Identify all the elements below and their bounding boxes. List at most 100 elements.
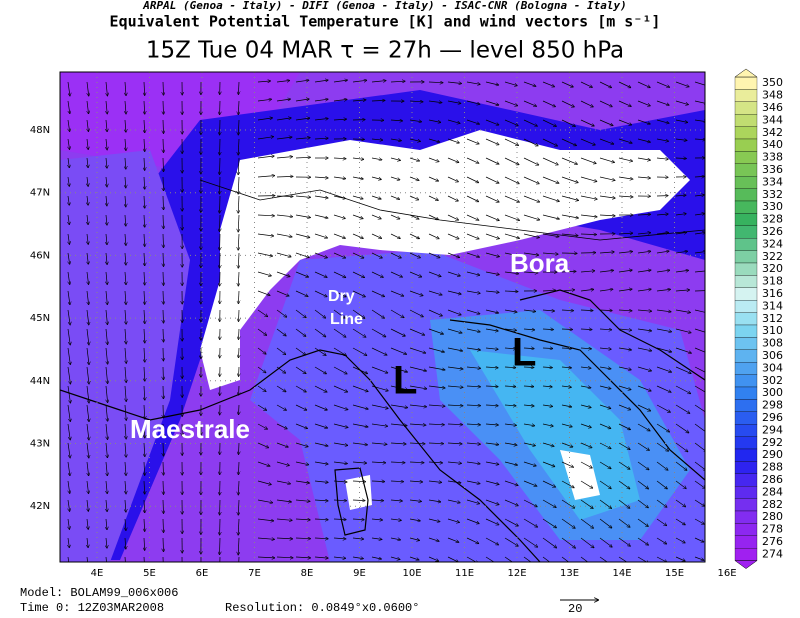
wind-vector xyxy=(561,138,576,146)
wind-vector xyxy=(125,119,126,132)
wind-vector xyxy=(523,176,539,184)
wind-vector xyxy=(333,442,348,445)
wind-vector xyxy=(67,81,70,96)
colorbar-swatch xyxy=(734,163,758,177)
wind-vector xyxy=(694,385,705,393)
wind-vector xyxy=(485,119,499,125)
wind-vector xyxy=(542,537,556,548)
wind-vector xyxy=(599,289,613,292)
wind-vector xyxy=(144,442,145,456)
wind-vector xyxy=(580,271,595,272)
colorbar-swatch xyxy=(734,386,758,400)
colorbar-label: 330 xyxy=(762,200,783,213)
wind-vector xyxy=(125,309,126,324)
wind-vector xyxy=(694,423,705,433)
wind-vector xyxy=(485,195,499,202)
wind-vector xyxy=(257,423,267,429)
wind-vector xyxy=(106,518,107,530)
wind-vector xyxy=(428,518,440,522)
wind-vector xyxy=(428,499,441,502)
wind-vector xyxy=(276,557,293,558)
wind-vector xyxy=(106,385,108,402)
colorbar-swatch xyxy=(734,188,758,202)
colorbar-swatch xyxy=(734,225,758,239)
wind-vector xyxy=(428,328,443,334)
wind-vector xyxy=(390,366,407,372)
wind-vector xyxy=(314,138,328,139)
wind-vector xyxy=(485,518,499,525)
wind-vector xyxy=(125,518,126,530)
colorbar-swatch xyxy=(734,238,758,251)
wind-vector xyxy=(106,347,108,364)
wind-vector xyxy=(144,480,145,494)
wind-vector xyxy=(428,233,439,239)
wind-vector xyxy=(447,157,459,162)
wind-vector xyxy=(675,366,691,373)
wind-vector xyxy=(276,461,289,465)
wind-vector xyxy=(561,442,573,447)
wind-vector xyxy=(314,442,328,446)
wind-vector xyxy=(542,499,556,507)
wind-vector xyxy=(675,556,685,561)
wind-vector xyxy=(276,176,293,177)
wind-vector xyxy=(314,347,326,355)
wind-vector xyxy=(447,214,458,220)
wind-vector xyxy=(599,310,612,311)
wind-vector xyxy=(144,252,145,266)
wind-vector xyxy=(352,271,364,277)
wind-vector xyxy=(68,499,70,511)
wind-vector xyxy=(276,137,292,140)
wind-vector xyxy=(125,366,126,382)
wind-vector xyxy=(371,328,386,337)
wind-vector xyxy=(295,80,309,83)
wind-vector xyxy=(447,518,459,522)
valid-time: 15Z Tue 04 MAR τ = 27h — level 850 hPa xyxy=(146,38,624,64)
wind-vector xyxy=(257,557,275,558)
wind-vector xyxy=(295,214,310,218)
wind-vector xyxy=(542,329,553,330)
wind-vector xyxy=(618,119,631,125)
wind-vector xyxy=(371,366,388,373)
wind-vector xyxy=(125,499,126,512)
wind-vector xyxy=(352,519,364,520)
wind-vector xyxy=(675,270,688,272)
wind-vector xyxy=(656,251,669,253)
wind-vector xyxy=(125,176,126,188)
wind-vector xyxy=(371,100,385,101)
wind-vector xyxy=(86,404,89,421)
wind-vector xyxy=(675,499,685,507)
wind-vector xyxy=(144,404,145,419)
wind-vector xyxy=(466,461,480,464)
wind-vector xyxy=(276,404,286,410)
wind-vector xyxy=(238,119,239,135)
wind-vector xyxy=(542,386,552,387)
wind-vector xyxy=(447,386,463,387)
wind-vector xyxy=(466,499,479,504)
wind-vector xyxy=(409,385,427,389)
wind-vector xyxy=(87,176,88,186)
wind-vector xyxy=(618,289,632,292)
lon-tick-label: 16E xyxy=(717,568,736,579)
wind-vector xyxy=(447,462,461,463)
dry-line-label: Line xyxy=(330,311,363,328)
wind-vector xyxy=(352,347,367,355)
wind-vector xyxy=(87,157,88,168)
wind-vector xyxy=(333,385,347,392)
wind-vector xyxy=(542,157,558,165)
wind-vector xyxy=(314,252,327,258)
wind-vector xyxy=(352,366,367,374)
wind-vector xyxy=(580,195,597,199)
wind-vector xyxy=(106,499,107,511)
wind-vector xyxy=(314,177,328,178)
wind-vector xyxy=(656,404,670,412)
wind-vector xyxy=(87,214,88,224)
wind-vector xyxy=(295,233,310,238)
wind-vector xyxy=(409,195,419,200)
wind-vector xyxy=(447,138,459,143)
wind-vector xyxy=(87,233,88,244)
wind-vector xyxy=(599,499,611,508)
wind-vector xyxy=(599,119,613,126)
wind-vector xyxy=(67,385,70,403)
wind-vectors xyxy=(67,80,705,562)
wind-vector xyxy=(276,290,289,296)
